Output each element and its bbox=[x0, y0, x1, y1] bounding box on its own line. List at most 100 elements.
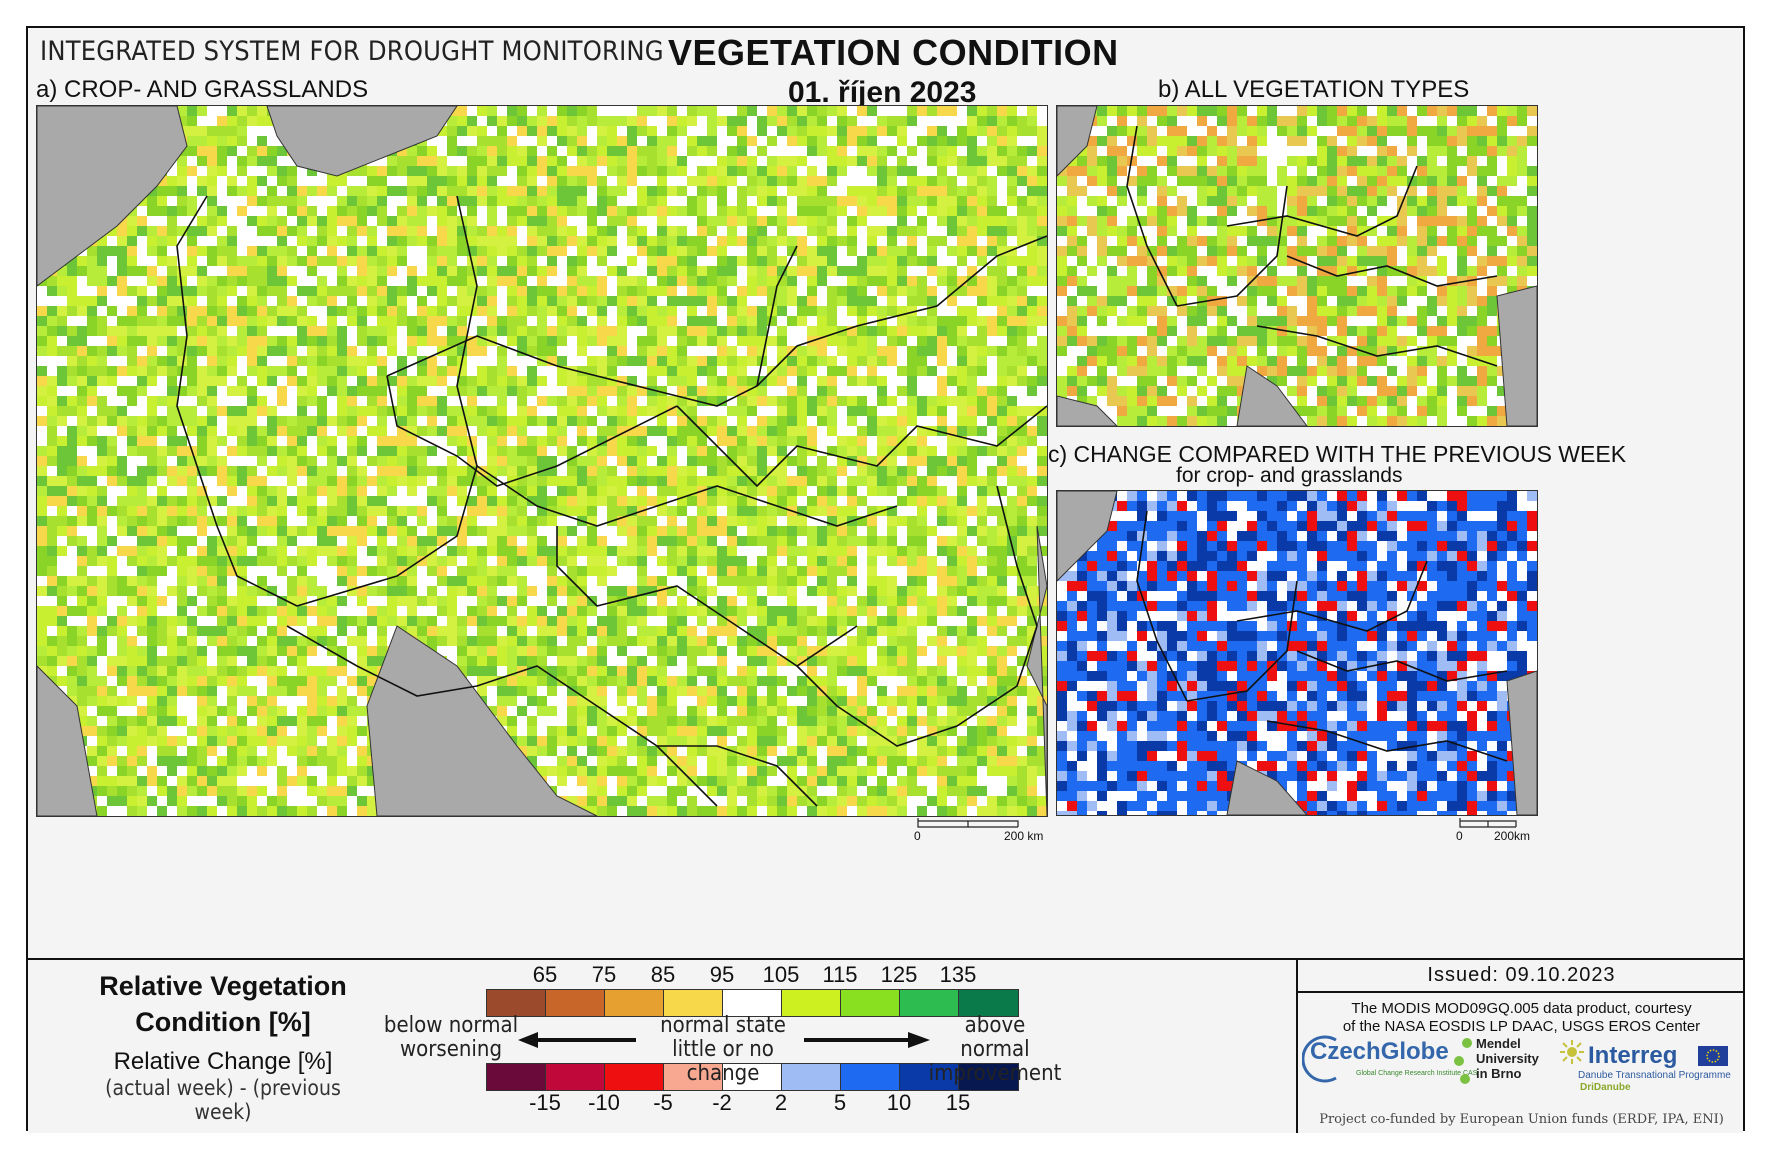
sea-area bbox=[37, 106, 188, 287]
rc-swatch bbox=[782, 1064, 841, 1090]
map-raster bbox=[1057, 491, 1537, 815]
rvc-swatch bbox=[605, 990, 664, 1016]
czechglobe-logo-icon bbox=[1302, 1035, 1337, 1083]
rc-swatch bbox=[900, 1064, 959, 1090]
system-title: INTEGRATED SYSTEM FOR DROUGHT MONITORING bbox=[40, 36, 664, 67]
sea-area bbox=[1226, 760, 1308, 815]
rvc-tick-label: 115 bbox=[822, 962, 858, 987]
rvc-swatch bbox=[841, 990, 900, 1016]
interreg-logo: Interreg bbox=[1588, 1042, 1678, 1069]
below-normal-label: below normal bbox=[383, 1013, 519, 1038]
rvc-tick-label: 85 bbox=[650, 962, 676, 987]
normal-state-label: normal state bbox=[660, 1013, 786, 1038]
worsening-label: worsening bbox=[399, 1037, 503, 1062]
sea-area bbox=[1057, 395, 1118, 426]
country-border bbox=[386, 245, 798, 407]
mendel-dot-icon bbox=[1462, 1038, 1472, 1048]
arrow-right-icon bbox=[804, 1032, 930, 1048]
credit-line1: The MODIS MOD09GQ.005 data product, cour… bbox=[1351, 1000, 1692, 1017]
rvc-title-line1: Relative Vegetation bbox=[99, 971, 347, 1001]
country-border bbox=[1266, 720, 1508, 762]
rc-swatch bbox=[664, 1064, 723, 1090]
scalebar-a-graphic bbox=[917, 818, 1019, 828]
panel-a-scalebar: 0 200 km bbox=[888, 817, 1048, 843]
improvement-label: improvement bbox=[928, 1061, 1062, 1086]
rc-swatch bbox=[841, 1064, 900, 1090]
rvc-swatch bbox=[546, 990, 605, 1016]
rvc-legend-title: Relative Vegetation Condition [%] bbox=[88, 968, 358, 1040]
sea-area bbox=[37, 665, 98, 816]
interreg-programme: Danube Transnational Programme bbox=[1578, 1070, 1731, 1081]
sea-area bbox=[1506, 670, 1537, 815]
country-border bbox=[1226, 165, 1418, 237]
rvc-tick-label: 75 bbox=[591, 962, 617, 987]
credits-box: Issued: 09.10.2023 The MODIS MOD09GQ.005… bbox=[1296, 960, 1745, 1133]
country-border bbox=[1286, 255, 1498, 287]
eu-flag-icon bbox=[1698, 1046, 1728, 1066]
rc-tick-label: 15 bbox=[945, 1090, 971, 1115]
rc-swatch bbox=[487, 1064, 546, 1090]
sea-area bbox=[1057, 491, 1118, 582]
rc-legend-subtitle: (actual week) - (previous week) bbox=[105, 1076, 341, 1124]
above-normal-label: above normal bbox=[960, 1013, 1030, 1062]
panel-c-sublabel: for crop- and grasslands bbox=[1176, 464, 1403, 487]
country-border bbox=[1256, 325, 1498, 367]
no-change-label: little or no change bbox=[672, 1037, 774, 1086]
mendel-line3: in Brno bbox=[1476, 1066, 1522, 1081]
rvc-tick-label: 65 bbox=[532, 962, 558, 987]
rvc-colorbar bbox=[486, 989, 1019, 1017]
figure-frame: INTEGRATED SYSTEM FOR DROUGHT MONITORING… bbox=[26, 26, 1745, 1133]
legend-left-text: below normal worsening bbox=[384, 1014, 519, 1062]
country-border bbox=[1186, 580, 1298, 702]
mendel-dot-icon bbox=[1460, 1074, 1470, 1084]
mendel-logo: Mendel University in Brno bbox=[1476, 1036, 1539, 1081]
data-credit: The MODIS MOD09GQ.005 data product, cour… bbox=[1298, 1000, 1745, 1036]
country-border bbox=[1236, 560, 1428, 632]
sea-area bbox=[1236, 365, 1308, 426]
sea-area bbox=[1057, 106, 1098, 177]
country-border bbox=[796, 625, 1038, 747]
country-border bbox=[476, 465, 898, 527]
map-raster bbox=[1057, 106, 1537, 426]
panel-a-label: a) CROP- AND GRASSLANDS bbox=[36, 76, 369, 103]
legend-right-text: above normal improvement bbox=[928, 1014, 1063, 1086]
country-border bbox=[386, 375, 678, 487]
country-border bbox=[676, 405, 1047, 488]
rc-tick-label: 2 bbox=[774, 1090, 788, 1115]
scalebar-c-graphic bbox=[1459, 818, 1517, 828]
panel-b-label: b) ALL VEGETATION TYPES bbox=[1158, 76, 1470, 103]
country-border bbox=[1296, 650, 1508, 682]
czechglobe-logo: CzechGlobe bbox=[1310, 1038, 1449, 1065]
panel-b-map bbox=[1056, 105, 1538, 427]
country-border bbox=[657, 745, 818, 807]
rvc-title-line2: Condition [%] bbox=[135, 1007, 311, 1037]
rc-tick-label: 10 bbox=[886, 1090, 912, 1115]
mendel-line2: University bbox=[1476, 1051, 1539, 1066]
rc-colorbar bbox=[486, 1063, 1019, 1091]
dridanube-label: DriDanube bbox=[1580, 1082, 1631, 1093]
rvc-swatch bbox=[900, 990, 959, 1016]
map-date: 01. říjen 2023 bbox=[788, 76, 977, 109]
rc-tick-label: 5 bbox=[833, 1090, 847, 1115]
panel-c-label: c) CHANGE COMPARED WITH THE PREVIOUS WEE… bbox=[1048, 441, 1627, 467]
credit-line2: of the NASA EOSDIS LP DAAC, USGS EROS Ce… bbox=[1342, 1018, 1701, 1035]
mendel-dot-icon bbox=[1454, 1056, 1464, 1066]
rc-tick-label: -5 bbox=[653, 1090, 673, 1115]
legend-area: Relative Vegetation Condition [%] Relati… bbox=[28, 958, 1745, 1133]
main-title: VEGETATION CONDITION bbox=[668, 32, 1119, 73]
map-raster bbox=[37, 106, 1047, 816]
czechglobe-logo-sub: Global Change Research Institute CAS bbox=[1356, 1070, 1478, 1077]
rvc-tick-label: 135 bbox=[939, 962, 977, 987]
cofund-note: Project co-funded by European Union fund… bbox=[1319, 1112, 1724, 1127]
country-border bbox=[1126, 125, 1178, 307]
sea-area bbox=[266, 106, 458, 177]
rvc-swatch bbox=[664, 990, 723, 1016]
rc-tick-label: -10 bbox=[588, 1090, 620, 1115]
sea-area bbox=[1026, 525, 1047, 816]
arrow-left-icon bbox=[518, 1032, 636, 1048]
panel-c-map bbox=[1056, 490, 1538, 816]
country-border bbox=[176, 195, 298, 607]
country-border bbox=[996, 485, 1038, 627]
country-border bbox=[1176, 185, 1288, 307]
rc-swatch bbox=[723, 1064, 782, 1090]
